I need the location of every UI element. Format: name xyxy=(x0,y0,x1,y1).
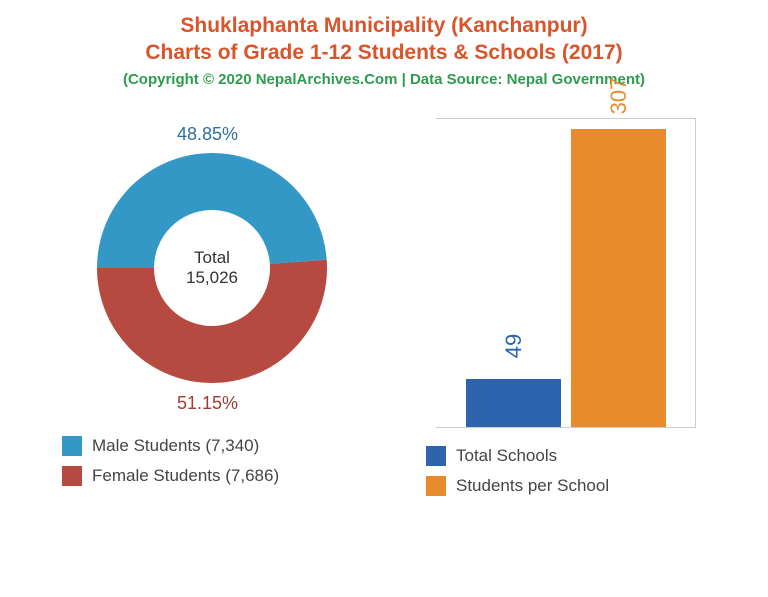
donut-section: Total 15,026 48.85% 51.15% Male Students… xyxy=(42,118,382,496)
bar-legend: Total Schools Students per School xyxy=(406,446,609,506)
legend-label: Female Students (7,686) xyxy=(92,466,279,486)
title-line-1: Shuklaphanta Municipality (Kanchanpur) xyxy=(0,12,768,39)
bar-value-students-per-school: 307 xyxy=(606,66,632,126)
legend-item-total-schools: Total Schools xyxy=(426,446,609,466)
legend-swatch xyxy=(62,466,82,486)
donut-wrapper: Total 15,026 48.85% 51.15% xyxy=(82,118,342,418)
bar-students-per-school xyxy=(571,129,666,426)
charts-row: Total 15,026 48.85% 51.15% Male Students… xyxy=(0,118,768,506)
bar-section: 49 307 Total Schools Students per School xyxy=(406,118,726,506)
legend-item-male: Male Students (7,340) xyxy=(62,436,279,456)
legend-item-students-per-school: Students per School xyxy=(426,476,609,496)
legend-label: Students per School xyxy=(456,476,609,496)
donut-slice xyxy=(97,259,327,382)
chart-header: Shuklaphanta Municipality (Kanchanpur) C… xyxy=(0,0,768,88)
bar-chart: 49 307 xyxy=(436,118,696,428)
bar-value-total-schools: 49 xyxy=(501,316,527,376)
donut-pct-male: 48.85% xyxy=(177,124,238,145)
donut-slice xyxy=(97,153,327,268)
donut-pct-female: 51.15% xyxy=(177,393,238,414)
donut-legend: Male Students (7,340) Female Students (7… xyxy=(42,436,279,496)
bar-total-schools xyxy=(466,379,561,426)
legend-swatch xyxy=(426,476,446,496)
copyright-line: (Copyright © 2020 NepalArchives.Com | Da… xyxy=(0,71,768,88)
donut-chart xyxy=(97,153,327,383)
legend-label: Male Students (7,340) xyxy=(92,436,259,456)
legend-swatch xyxy=(426,446,446,466)
legend-label: Total Schools xyxy=(456,446,557,466)
legend-item-female: Female Students (7,686) xyxy=(62,466,279,486)
title-line-2: Charts of Grade 1-12 Students & Schools … xyxy=(0,39,768,66)
legend-swatch xyxy=(62,436,82,456)
